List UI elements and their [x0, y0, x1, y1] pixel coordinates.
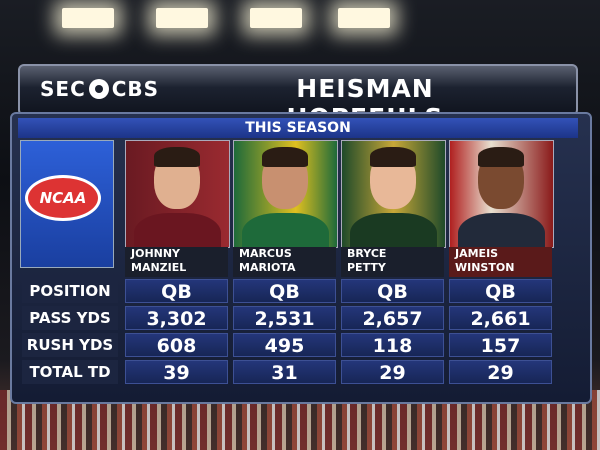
stadium-light: [338, 8, 390, 28]
subtitle: THIS SEASON: [18, 118, 578, 138]
row-label: RUSH YDS: [22, 333, 118, 357]
stadium-light: [156, 8, 208, 28]
player-name: BRYCE PETTY: [341, 247, 444, 277]
player-photo: [449, 140, 554, 248]
player-name: JOHNNY MANZIEL: [125, 247, 228, 277]
last-name: PETTY: [347, 261, 386, 274]
first-name: JOHNNY: [131, 247, 181, 260]
banner: SEC CBS HEISMAN HOPEFULS: [18, 64, 578, 132]
logo-text: SEC: [40, 77, 86, 101]
first-name: JAMEIS: [455, 247, 499, 260]
last-name: MARIOTA: [239, 261, 296, 274]
first-name: MARCUS: [239, 247, 292, 260]
player-hair: [154, 147, 200, 167]
stat-cell: 118: [341, 333, 444, 357]
stat-cell: QB: [233, 279, 336, 303]
row-label: POSITION: [22, 279, 118, 303]
stat-cell: 2,531: [233, 306, 336, 330]
player-photo: [233, 140, 338, 248]
player-photo: [125, 140, 230, 248]
stat-cell: 157: [449, 333, 552, 357]
stat-cell: 2,661: [449, 306, 552, 330]
player-shoulders: [134, 213, 221, 247]
stat-cell: QB: [125, 279, 228, 303]
player-hair: [478, 147, 524, 167]
player-shoulders: [350, 213, 437, 247]
row-label: TOTAL TD: [22, 360, 118, 384]
player-shoulders: [458, 213, 545, 247]
stat-cell: 495: [233, 333, 336, 357]
row-label: PASS YDS: [22, 306, 118, 330]
logo-eye: [88, 79, 109, 99]
stat-cell: 39: [125, 360, 228, 384]
badge-text: NCAA: [25, 175, 101, 221]
stat-cell: QB: [449, 279, 552, 303]
stat-cell: 29: [341, 360, 444, 384]
stadium-light: [62, 8, 114, 28]
player-hair: [370, 147, 416, 167]
network-logo: SEC CBS: [40, 76, 190, 102]
stat-cell: 608: [125, 333, 228, 357]
ncaa-badge: NCAA: [20, 140, 114, 268]
stadium-light: [250, 8, 302, 28]
last-name: WINSTON: [455, 261, 515, 274]
player-shoulders: [242, 213, 329, 247]
player-name: JAMEIS WINSTON: [449, 247, 552, 277]
stat-cell: 31: [233, 360, 336, 384]
logo-text: CBS: [111, 77, 160, 101]
player-name: MARCUS MARIOTA: [233, 247, 336, 277]
player-hair: [262, 147, 308, 167]
stat-cell: 3,302: [125, 306, 228, 330]
stat-cell: 29: [449, 360, 552, 384]
last-name: MANZIEL: [131, 261, 187, 274]
stat-cell: QB: [341, 279, 444, 303]
stat-cell: 2,657: [341, 306, 444, 330]
first-name: BRYCE: [347, 247, 387, 260]
stats-panel: THIS SEASON NCAA JOHNNY MANZIEL MARCUS MARI…: [10, 112, 592, 404]
player-photo: [341, 140, 446, 248]
